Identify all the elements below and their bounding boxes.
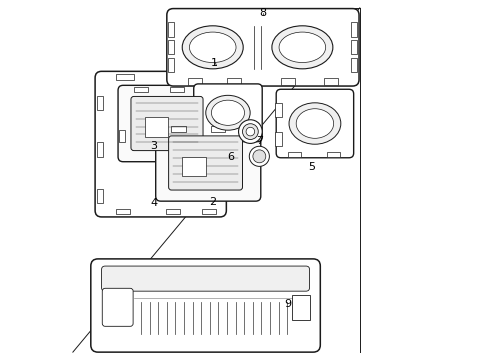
Text: 9: 9 xyxy=(285,299,292,309)
Bar xyxy=(173,74,191,80)
Circle shape xyxy=(246,127,255,136)
Text: 3: 3 xyxy=(150,141,157,151)
FancyBboxPatch shape xyxy=(91,259,320,352)
Bar xyxy=(351,22,357,37)
FancyBboxPatch shape xyxy=(156,125,261,201)
Bar xyxy=(134,87,148,92)
Ellipse shape xyxy=(296,109,334,138)
Bar xyxy=(188,78,202,85)
Bar xyxy=(275,132,282,146)
Ellipse shape xyxy=(206,95,250,130)
Bar xyxy=(211,126,225,132)
FancyBboxPatch shape xyxy=(167,9,359,86)
Ellipse shape xyxy=(182,26,243,69)
Ellipse shape xyxy=(289,103,341,144)
FancyBboxPatch shape xyxy=(102,288,133,326)
Circle shape xyxy=(214,111,226,123)
Bar xyxy=(168,22,174,37)
FancyBboxPatch shape xyxy=(101,266,310,291)
Bar xyxy=(116,74,134,80)
Bar xyxy=(97,189,102,203)
Ellipse shape xyxy=(272,26,333,69)
Bar xyxy=(170,87,184,92)
Circle shape xyxy=(210,107,230,127)
Bar xyxy=(202,209,216,214)
Bar xyxy=(97,142,102,157)
Bar xyxy=(168,40,174,54)
Text: 8: 8 xyxy=(259,8,267,18)
Text: 4: 4 xyxy=(150,198,157,208)
Circle shape xyxy=(243,124,258,139)
Bar xyxy=(281,78,295,85)
Bar xyxy=(202,136,213,141)
Bar xyxy=(327,152,340,157)
Bar xyxy=(145,117,168,137)
Bar xyxy=(288,152,300,157)
Circle shape xyxy=(239,120,262,143)
FancyBboxPatch shape xyxy=(118,85,221,162)
Text: 2: 2 xyxy=(209,197,216,207)
Ellipse shape xyxy=(190,32,236,63)
Bar xyxy=(120,130,125,142)
Text: 1: 1 xyxy=(211,58,218,68)
FancyBboxPatch shape xyxy=(194,84,262,141)
Circle shape xyxy=(253,150,266,163)
FancyBboxPatch shape xyxy=(95,71,226,217)
Bar xyxy=(324,78,338,85)
Bar xyxy=(168,58,174,72)
Ellipse shape xyxy=(211,100,245,125)
Bar xyxy=(227,78,242,85)
FancyBboxPatch shape xyxy=(169,136,243,190)
Ellipse shape xyxy=(279,32,326,63)
Text: 6: 6 xyxy=(227,152,234,162)
Bar xyxy=(238,136,248,141)
Bar xyxy=(166,209,180,214)
FancyBboxPatch shape xyxy=(131,96,203,150)
Bar xyxy=(97,96,102,110)
Bar xyxy=(172,126,186,132)
Text: 5: 5 xyxy=(308,162,315,172)
Bar xyxy=(292,295,310,320)
Bar xyxy=(275,103,282,117)
Bar xyxy=(116,209,130,214)
FancyBboxPatch shape xyxy=(276,89,354,158)
Text: 7: 7 xyxy=(256,136,263,145)
Bar xyxy=(351,40,357,54)
Bar xyxy=(351,58,357,72)
Circle shape xyxy=(249,146,270,166)
Bar xyxy=(182,157,205,176)
